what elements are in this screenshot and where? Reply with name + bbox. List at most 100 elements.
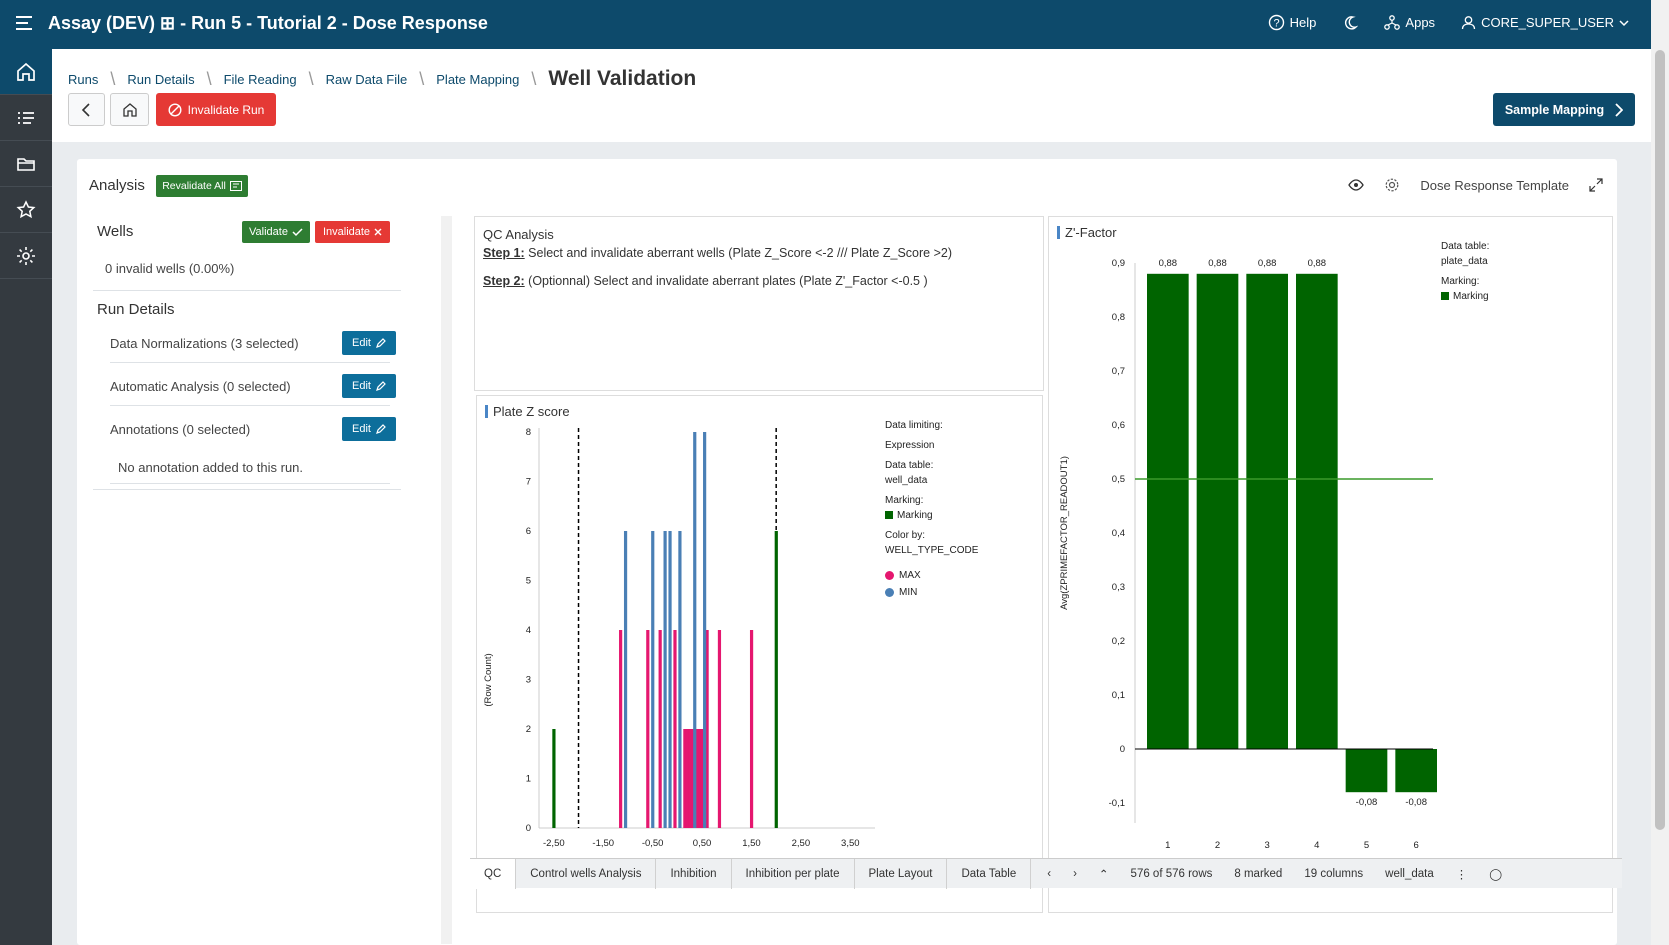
x-tick-label: 3 bbox=[1265, 840, 1270, 851]
histogram-bar bbox=[619, 630, 623, 828]
tab-qc[interactable]: QC bbox=[470, 858, 517, 889]
legend-max-item[interactable]: MAX bbox=[885, 568, 978, 583]
sample-mapping-button[interactable]: Sample Mapping bbox=[1493, 93, 1635, 126]
user-menu[interactable]: CORE_SUPER_USER bbox=[1461, 15, 1629, 30]
page-scrollbar[interactable] bbox=[1651, 0, 1669, 945]
legend-min-item[interactable]: MIN bbox=[885, 585, 978, 600]
legend-marking-item[interactable]: Marking bbox=[885, 508, 978, 523]
x-tick-label: 3,50 bbox=[841, 838, 860, 849]
tab-control-wells-analysis[interactable]: Control wells Analysis bbox=[516, 858, 657, 889]
y-tick-label: 0,6 bbox=[1112, 420, 1125, 431]
tab-inhibition-per-plate[interactable]: Inhibition per plate bbox=[732, 858, 855, 889]
moon-icon bbox=[1345, 15, 1359, 29]
histogram-bar bbox=[693, 432, 697, 828]
x-tick-label: 6 bbox=[1414, 840, 1419, 851]
bar-data-label: -0,08 bbox=[1405, 797, 1427, 808]
x-tick-label: -0,50 bbox=[642, 838, 664, 849]
x-tick-label: -2,50 bbox=[543, 838, 565, 849]
breadcrumb-run-details[interactable]: Run Details bbox=[127, 71, 195, 87]
help-link[interactable]: ? Help bbox=[1268, 14, 1317, 31]
y-axis-title: (Row Count) bbox=[483, 653, 494, 706]
y-tick-label: 0,1 bbox=[1112, 690, 1125, 701]
theme-toggle[interactable] bbox=[1342, 15, 1359, 31]
y-tick-label: 0 bbox=[526, 823, 531, 834]
next-tab-icon[interactable]: › bbox=[1073, 867, 1077, 880]
breadcrumb-raw-data-file[interactable]: Raw Data File bbox=[325, 71, 408, 87]
eye-icon[interactable] bbox=[1348, 179, 1365, 191]
histogram-bar bbox=[668, 531, 672, 828]
x-tick-label: 4 bbox=[1314, 840, 1319, 851]
pencil-icon bbox=[376, 381, 386, 391]
legend-color-by: WELL_TYPE_CODE bbox=[885, 545, 979, 556]
chevron-left-icon bbox=[81, 102, 90, 117]
y-axis-title: Avg(ZPRIMEFACTOR_READOUT1) bbox=[1059, 456, 1070, 610]
validate-button[interactable]: Validate bbox=[242, 221, 310, 243]
histogram-bar bbox=[698, 729, 702, 828]
z-factor-legend: Data table: plate_data Marking: Marking bbox=[1441, 239, 1489, 304]
y-tick-label: 0,9 bbox=[1112, 258, 1125, 269]
check-icon bbox=[292, 227, 303, 236]
menu-icon[interactable] bbox=[14, 13, 34, 33]
globe-icon[interactable]: ◯ bbox=[1489, 868, 1503, 881]
tab-inhibition[interactable]: Inhibition bbox=[656, 858, 732, 889]
z-factor-bar bbox=[1147, 273, 1189, 749]
scrollbar-thumb[interactable] bbox=[1655, 50, 1665, 830]
template-name: Dose Response Template bbox=[1420, 177, 1569, 193]
marking-swatch bbox=[1441, 292, 1449, 301]
z-factor-bar bbox=[1296, 273, 1338, 749]
nav-home[interactable] bbox=[0, 49, 52, 95]
y-tick-label: 0 bbox=[1120, 744, 1125, 755]
help-label: Help bbox=[1289, 15, 1317, 30]
y-tick-label: 6 bbox=[526, 526, 531, 537]
histogram-bar bbox=[623, 531, 628, 828]
list-check-icon bbox=[229, 181, 242, 191]
run-detail-annotations: Annotations (0 selected) bbox=[110, 422, 251, 437]
edit-automatic-analysis-button[interactable]: Edit bbox=[342, 374, 396, 398]
edit-normalizations-button[interactable]: Edit bbox=[342, 331, 396, 355]
prev-tab-icon[interactable]: ‹ bbox=[1047, 867, 1052, 880]
histogram-bar bbox=[688, 729, 692, 828]
columns-count: 19 columns bbox=[1304, 867, 1364, 880]
app-title: Assay (DEV) ⊞ - Run 5 - Tutorial 2 - Dos… bbox=[48, 13, 488, 33]
legend-marking-item[interactable]: Marking bbox=[1441, 289, 1489, 304]
revalidate-all-button[interactable]: Revalidate All bbox=[156, 175, 248, 197]
tab-data-table[interactable]: Data Table bbox=[947, 858, 1032, 889]
gear-icon[interactable] bbox=[1384, 177, 1400, 193]
plate-z-chart[interactable]: 0 1 2 3 4 5 6 7 8 -2,50 -1,50 -0,50 0,50 1,50 2,50 3,50… bbox=[477, 420, 877, 890]
collapse-up-icon[interactable]: ⌃ bbox=[1098, 868, 1109, 881]
nav-folder[interactable] bbox=[0, 141, 52, 187]
bar-data-label: -0,08 bbox=[1356, 797, 1378, 808]
y-tick-label: 8 bbox=[526, 427, 531, 438]
bar-data-label: 0,88 bbox=[1308, 258, 1327, 269]
legend-data-table: plate_data bbox=[1441, 256, 1488, 267]
edit-annotations-button[interactable]: Edit bbox=[342, 417, 396, 441]
breadcrumb-file-reading[interactable]: File Reading bbox=[223, 71, 297, 87]
panel-scrollbar[interactable] bbox=[441, 216, 452, 944]
home-button[interactable] bbox=[110, 93, 149, 126]
nav-favorites[interactable] bbox=[0, 187, 52, 233]
edit-label: Edit bbox=[352, 337, 371, 349]
divider bbox=[93, 489, 401, 490]
invalidate-button[interactable]: Invalidate bbox=[315, 221, 390, 243]
breadcrumb-runs[interactable]: Runs bbox=[68, 71, 99, 87]
qc-step-2: Step 2: (Optionnal) Select and invalidat… bbox=[483, 274, 928, 288]
pencil-icon bbox=[376, 338, 386, 348]
back-button[interactable] bbox=[68, 93, 105, 126]
marking-swatch bbox=[885, 511, 893, 520]
top-bar: Assay (DEV) ⊞ - Run 5 - Tutorial 2 - Dos… bbox=[0, 0, 1669, 49]
nav-settings[interactable] bbox=[0, 233, 52, 279]
y-tick-label: 5 bbox=[526, 576, 531, 587]
rows-count: 576 of 576 rows bbox=[1130, 867, 1213, 880]
tab-plate-layout[interactable]: Plate Layout bbox=[855, 858, 948, 889]
nav-list[interactable] bbox=[0, 95, 52, 141]
apps-link[interactable]: Apps bbox=[1384, 14, 1435, 31]
invalidate-run-button[interactable]: Invalidate Run bbox=[156, 93, 276, 126]
svg-text:?: ? bbox=[1273, 18, 1279, 30]
breadcrumb-plate-mapping[interactable]: Plate Mapping bbox=[436, 71, 520, 87]
expand-icon[interactable] bbox=[1589, 178, 1603, 192]
more-icon[interactable]: ⋮ bbox=[1455, 868, 1468, 881]
page-header: Runs \ Run Details \ File Reading \ Raw Dat… bbox=[52, 49, 1651, 142]
legend-max: MAX bbox=[899, 570, 921, 581]
histogram-bar bbox=[685, 729, 689, 828]
z-factor-chart[interactable]: 0,9 0,8 0,7 0,6 0,5 0,4 0,3 0,2 0,1 0 -0,1 0,88 1 0,8… bbox=[1049, 243, 1439, 893]
